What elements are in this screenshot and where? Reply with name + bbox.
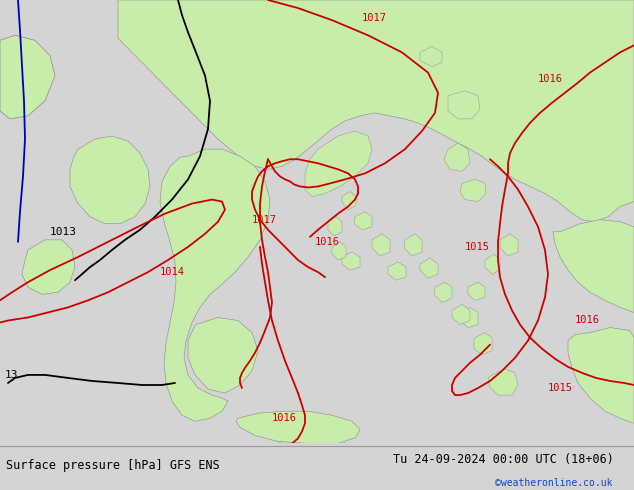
Polygon shape [70, 136, 150, 224]
Polygon shape [305, 131, 372, 196]
Text: 1016: 1016 [272, 413, 297, 423]
Polygon shape [444, 143, 470, 171]
Text: 1013: 1013 [50, 227, 77, 237]
Polygon shape [568, 327, 634, 423]
Text: 1016: 1016 [575, 316, 600, 325]
Text: 1015: 1015 [548, 383, 573, 393]
Text: Surface pressure [hPa] GFS ENS: Surface pressure [hPa] GFS ENS [6, 459, 220, 472]
Text: Tu 24-09-2024 00:00 UTC (18+06): Tu 24-09-2024 00:00 UTC (18+06) [393, 453, 614, 466]
Text: 1016: 1016 [315, 237, 340, 247]
Polygon shape [342, 192, 356, 210]
Polygon shape [388, 262, 406, 280]
Text: 1017: 1017 [252, 215, 277, 225]
Text: 1016: 1016 [538, 74, 563, 84]
Polygon shape [434, 282, 452, 302]
Text: 1017: 1017 [362, 13, 387, 23]
Polygon shape [22, 240, 75, 294]
Text: 1014: 1014 [160, 267, 185, 277]
Polygon shape [460, 307, 478, 327]
Text: ©weatheronline.co.uk: ©weatheronline.co.uk [495, 478, 612, 488]
Polygon shape [342, 252, 360, 270]
Text: 1015: 1015 [465, 242, 490, 252]
Polygon shape [460, 179, 486, 201]
Polygon shape [488, 369, 518, 395]
Polygon shape [372, 234, 390, 256]
Polygon shape [420, 258, 438, 278]
Polygon shape [236, 411, 360, 443]
Polygon shape [500, 234, 518, 256]
Polygon shape [0, 35, 55, 119]
Polygon shape [188, 318, 258, 393]
Text: 13: 13 [5, 370, 18, 380]
Polygon shape [420, 47, 442, 67]
Polygon shape [160, 149, 270, 421]
Polygon shape [468, 282, 485, 300]
Polygon shape [332, 242, 346, 260]
Polygon shape [553, 220, 634, 313]
Polygon shape [448, 91, 480, 119]
Polygon shape [354, 212, 372, 230]
Polygon shape [328, 217, 342, 236]
Polygon shape [452, 304, 470, 324]
Polygon shape [485, 254, 500, 274]
Polygon shape [474, 333, 492, 355]
Polygon shape [404, 234, 422, 256]
Polygon shape [118, 0, 634, 222]
